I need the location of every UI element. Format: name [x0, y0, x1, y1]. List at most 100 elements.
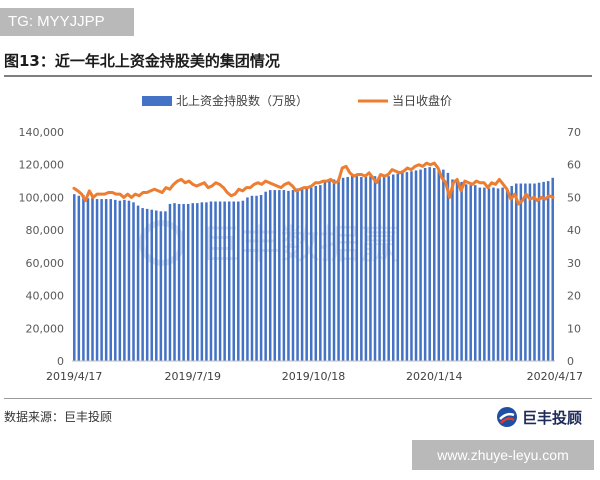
legend-label-holdings: 北上资金持股数（万股）: [176, 93, 308, 108]
legend: 北上资金持股数（万股） 当日收盘价: [142, 93, 452, 108]
bar: [364, 176, 368, 361]
bar: [314, 185, 318, 361]
bar: [437, 168, 441, 361]
bar: [410, 171, 413, 361]
y-tick-label: 0: [57, 355, 64, 368]
bar: [164, 211, 167, 361]
footer-rule: [4, 398, 592, 399]
bar: [200, 202, 204, 361]
bar: [287, 190, 290, 361]
bar: [191, 203, 195, 361]
bar: [127, 200, 131, 361]
bar: [451, 179, 454, 361]
bar: [136, 205, 140, 361]
x-tick-label: 2020/4/17: [527, 370, 583, 383]
bar: [337, 178, 340, 361]
bar: [150, 209, 153, 361]
bar: [355, 176, 359, 361]
url-badge: www.zhuye-leyu.com: [412, 440, 594, 470]
bar: [141, 208, 144, 361]
y-tick-label: 20,000: [26, 322, 65, 335]
bar: [464, 184, 468, 361]
source-note: 数据来源：巨丰投顾: [4, 410, 113, 424]
title-rule: [4, 75, 592, 77]
bar: [369, 176, 372, 361]
bar: [273, 190, 277, 361]
bar: [546, 181, 550, 361]
bar: [264, 191, 267, 361]
y2-tick-label: 20: [567, 290, 581, 303]
bar: [205, 202, 208, 361]
bar: [82, 194, 85, 361]
bar: [278, 190, 281, 361]
y2-tick-label: 70: [567, 126, 581, 139]
bar: [510, 185, 513, 361]
bar: [373, 176, 377, 361]
bar: [309, 187, 313, 361]
bar: [433, 167, 436, 361]
bar: [173, 203, 176, 361]
bar: [168, 203, 172, 361]
bar: [196, 203, 199, 361]
y2-tick-label: 40: [567, 224, 581, 237]
bar: [350, 175, 354, 361]
y-tick-label: 40,000: [26, 290, 65, 303]
bar: [95, 199, 99, 361]
legend-label-close: 当日收盘价: [392, 93, 452, 108]
bar: [109, 199, 112, 361]
bar: [405, 172, 409, 361]
close-price-line: [72, 161, 555, 206]
bar: [501, 187, 504, 361]
y2-tick-label: 30: [567, 257, 581, 270]
bar: [519, 183, 523, 361]
bar: [237, 201, 240, 361]
bar: [300, 187, 304, 361]
bar: [396, 173, 400, 361]
bar: [378, 176, 381, 361]
bar: [419, 169, 422, 361]
y-tick-label: 60,000: [26, 257, 65, 270]
bar: [414, 170, 418, 361]
bar: [291, 190, 295, 361]
chart: 巨丰数据赢 北上资金持股数（万股） 当日收盘价 020,00040,00060,0…: [19, 93, 584, 383]
bar: [551, 177, 554, 361]
bar: [223, 201, 226, 361]
bar: [186, 203, 190, 361]
bar: [401, 172, 404, 361]
bar: [496, 188, 500, 361]
bar: [123, 199, 126, 361]
bar: [455, 181, 459, 361]
bar: [227, 201, 231, 361]
bar: [177, 203, 181, 361]
bar: [100, 199, 103, 361]
bar: [77, 195, 81, 361]
bar: [537, 182, 541, 361]
bar: [155, 210, 158, 361]
y-tick-label: 100,000: [19, 191, 65, 204]
bar: [250, 195, 254, 361]
bar: [305, 186, 308, 361]
brand-logo: 巨丰投顾: [496, 404, 582, 430]
bar: [469, 185, 472, 361]
bar: [533, 183, 536, 361]
y2-tick-label: 50: [567, 191, 581, 204]
bar: [474, 185, 477, 361]
bar: [446, 172, 450, 361]
bar: [182, 203, 185, 361]
bar: [209, 201, 213, 361]
bar: [492, 187, 495, 361]
bar: [382, 176, 386, 361]
bar: [528, 183, 532, 361]
bar: [241, 200, 245, 361]
bar: [328, 181, 331, 361]
bar: [91, 197, 94, 361]
figure-title: 图13：近一年北上资金持股美的集团情况: [4, 52, 280, 70]
x-tick-label: 2019/4/17: [46, 370, 102, 383]
bar: [296, 188, 299, 361]
bar: [460, 181, 463, 361]
bar: [391, 174, 395, 361]
bar: [232, 201, 236, 361]
bar: [341, 177, 345, 361]
bar: [118, 200, 122, 361]
bar: [487, 188, 491, 361]
